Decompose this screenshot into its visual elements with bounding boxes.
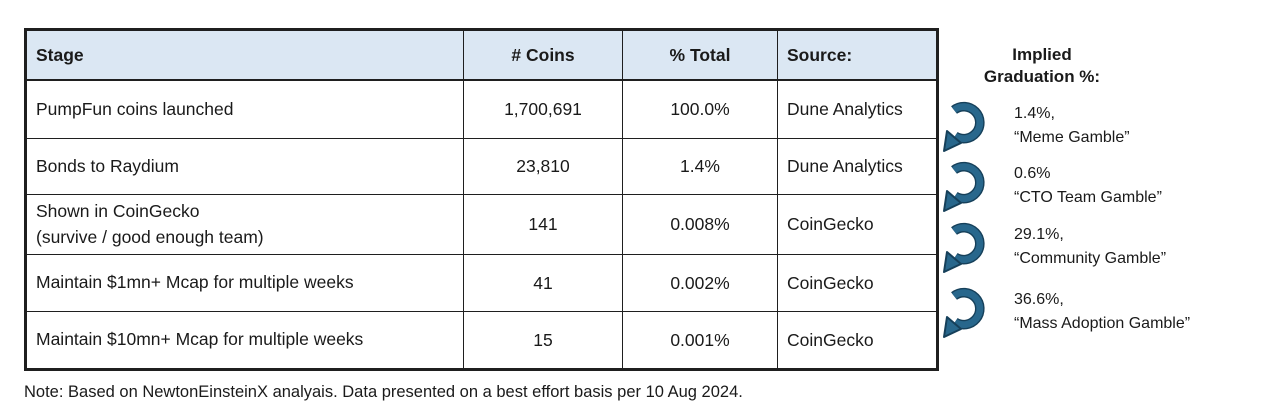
footnote: Note: Based on NewtonEinsteinX analyais.… (24, 383, 743, 401)
annotation-text: 0.6% “CTO Team Gamble” (1014, 158, 1162, 210)
annotation-label: “Mass Adoption Gamble” (1014, 315, 1191, 332)
cell-coins: 15 (463, 311, 623, 370)
implied-graduation-title: Implied Graduation %: (983, 45, 1101, 86)
cell-source: Dune Analytics (777, 138, 938, 195)
header-source: Source: (777, 29, 938, 81)
cell-pct: 0.008% (622, 194, 778, 255)
cell-coins: 1,700,691 (463, 79, 623, 139)
curved-arrow-icon (943, 222, 985, 273)
cell-pct: 0.001% (622, 311, 778, 370)
cell-pct: 100.0% (622, 79, 778, 139)
annotation-label: “Meme Gamble” (1014, 129, 1130, 146)
table-header-row: Stage # Coins % Total Source: (25, 29, 938, 81)
cell-pct: 1.4% (622, 138, 778, 195)
graduation-table: Stage # Coins % Total Source: PumpFun co… (24, 28, 939, 371)
header-pct: % Total (622, 29, 778, 81)
cell-stage: PumpFun coins launched (25, 79, 464, 139)
annotation-value: 0.6% (1014, 165, 1051, 182)
graduation-annotation: 29.1%, “Community Gamble” (942, 219, 1166, 275)
graduation-annotation: 0.6% “CTO Team Gamble” (942, 158, 1162, 214)
cell-source: Dune Analytics (777, 79, 938, 139)
curved-arrow-icon (943, 101, 985, 152)
header-stage: Stage (25, 29, 464, 81)
curved-arrow-icon (943, 161, 985, 212)
cell-pct: 0.002% (622, 254, 778, 312)
cell-coins: 41 (463, 254, 623, 312)
header-coins: # Coins (463, 29, 623, 81)
table-row: Maintain $10mn+ Mcap for multiple weeks … (25, 311, 938, 370)
cell-coins: 141 (463, 194, 623, 255)
table-row: Shown in CoinGecko (survive / good enoug… (25, 194, 938, 255)
annotation-value: 29.1%, (1014, 226, 1064, 243)
table-row: PumpFun coins launched 1,700,691 100.0% … (25, 79, 938, 139)
graduation-annotation: 36.6%, “Mass Adoption Gamble” (942, 284, 1190, 340)
cell-stage: Shown in CoinGecko (survive / good enoug… (25, 194, 464, 255)
cell-stage: Bonds to Raydium (25, 138, 464, 195)
cell-stage: Maintain $10mn+ Mcap for multiple weeks (25, 311, 464, 370)
table-row: Bonds to Raydium 23,810 1.4% Dune Analyt… (25, 138, 938, 195)
cell-source: CoinGecko (777, 311, 938, 370)
annotation-label: “Community Gamble” (1014, 250, 1167, 267)
annotation-value: 1.4%, (1014, 105, 1055, 122)
cell-coins: 23,810 (463, 138, 623, 195)
annotation-label: “CTO Team Gamble” (1014, 189, 1162, 206)
annotation-text: 1.4%, “Meme Gamble” (1014, 98, 1130, 150)
annotation-value: 36.6%, (1014, 291, 1064, 308)
curved-arrow-icon (943, 287, 985, 338)
graduation-annotation: 1.4%, “Meme Gamble” (942, 98, 1130, 154)
annotation-text: 36.6%, “Mass Adoption Gamble” (1014, 284, 1190, 336)
cell-source: CoinGecko (777, 254, 938, 312)
table-row: Maintain $1mn+ Mcap for multiple weeks 4… (25, 254, 938, 312)
annotation-text: 29.1%, “Community Gamble” (1014, 219, 1166, 271)
cell-source: CoinGecko (777, 194, 938, 255)
cell-stage: Maintain $1mn+ Mcap for multiple weeks (25, 254, 464, 312)
